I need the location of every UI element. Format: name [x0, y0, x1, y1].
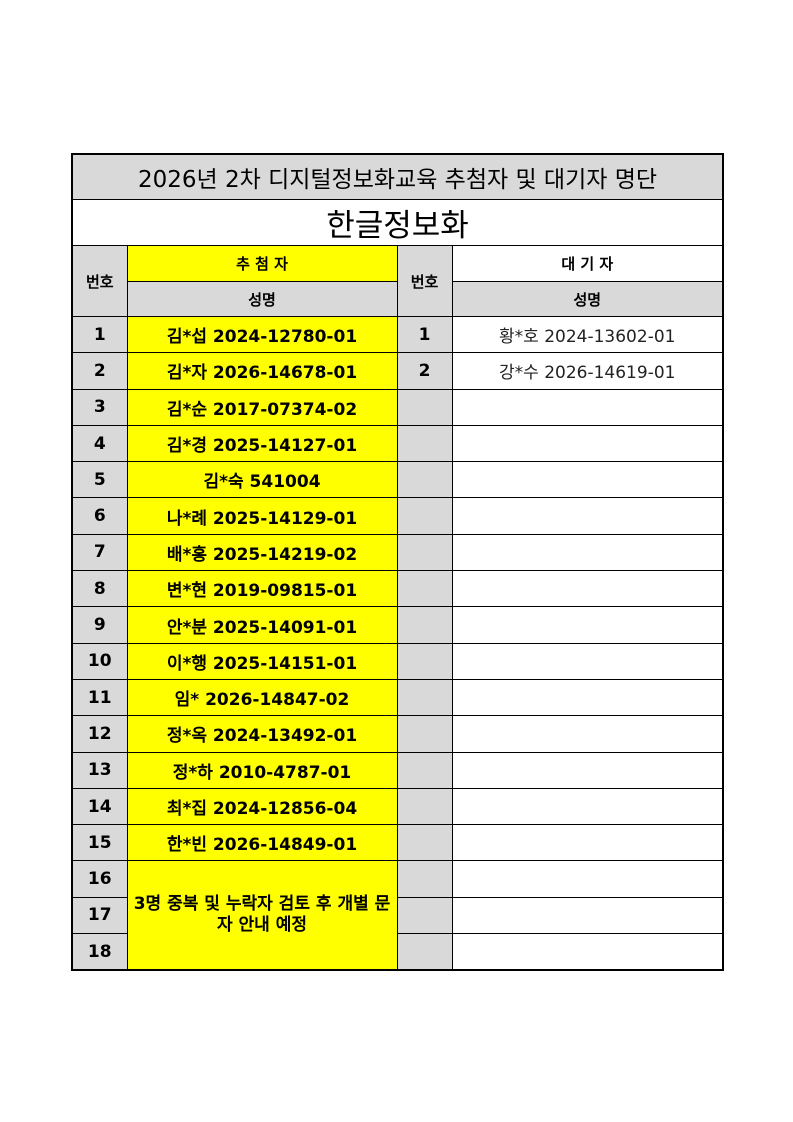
selected-name: 김*경 2025-14127-01	[126, 424, 398, 463]
table-row: 11 임* 2026-14847-02	[71, 678, 724, 717]
selected-number: 15	[71, 824, 128, 862]
waitlist-number	[396, 424, 453, 463]
selected-name: 배*홍 2025-14219-02	[126, 533, 398, 572]
selected-note: 3명 중복 및 누락자 검토 후 개별 문자 안내 예정	[126, 860, 398, 971]
waitlist-number	[396, 860, 453, 898]
table-row: 5 김*숙 541004	[71, 461, 724, 499]
selected-number: 2	[71, 352, 128, 390]
selected-number: 9	[71, 606, 128, 644]
selected-number: 14	[71, 787, 128, 826]
table-row: 10 이*행 2025-14151-01	[71, 642, 724, 680]
table-row: 4 김*경 2025-14127-01	[71, 424, 724, 463]
table-row: 15 한*빈 2026-14849-01	[71, 824, 724, 862]
waitlist-number: 2	[396, 352, 453, 390]
selected-number: 17	[71, 896, 128, 935]
selected-number: 18	[71, 933, 128, 971]
waitlist-number	[396, 715, 453, 753]
course-name: 한글정보화	[71, 199, 724, 246]
waitlist-name: 황*호 2024-13602-01	[451, 315, 724, 354]
waitlist-name	[451, 642, 724, 680]
waitlist-name: 강*수 2026-14619-01	[451, 352, 724, 390]
selected-name: 변*현 2019-09815-01	[126, 570, 398, 608]
selected-number: 7	[71, 533, 128, 572]
header-selected: 추 첨 자	[126, 245, 398, 282]
selected-number: 1	[71, 315, 128, 354]
header-waitlist: 대 기 자	[451, 245, 724, 282]
selected-number: 16	[71, 860, 128, 898]
waitlist-name	[451, 497, 724, 535]
header-number-waitlist: 번호	[396, 245, 453, 317]
waitlist-name	[451, 461, 724, 499]
waitlist-name	[451, 751, 724, 789]
selected-name: 김*자 2026-14678-01	[126, 352, 398, 390]
waitlist-name	[451, 933, 724, 971]
waitlist-number	[396, 606, 453, 644]
table-row: 13 정*하 2010-4787-01	[71, 751, 724, 789]
waitlist-number	[396, 497, 453, 535]
selected-number: 10	[71, 642, 128, 680]
selected-name: 안*분 2025-14091-01	[126, 606, 398, 644]
selected-number: 13	[71, 751, 128, 789]
selected-name: 나*례 2025-14129-01	[126, 497, 398, 535]
table-row: 3 김*순 2017-07374-02	[71, 388, 724, 426]
table-row: 7 배*홍 2025-14219-02	[71, 533, 724, 572]
roster-table: 2026년 2차 디지털정보화교육 추첨자 및 대기자 명단 한글정보화 번호 …	[71, 153, 725, 972]
selected-name: 정*옥 2024-13492-01	[126, 715, 398, 753]
selected-name: 이*행 2025-14151-01	[126, 642, 398, 680]
selected-name: 김*순 2017-07374-02	[126, 388, 398, 426]
selected-number: 12	[71, 715, 128, 753]
waitlist-number	[396, 570, 453, 608]
table-row: 14 최*집 2024-12856-04	[71, 787, 724, 826]
selected-name: 김*섭 2024-12780-01	[126, 315, 398, 354]
waitlist-name	[451, 715, 724, 753]
waitlist-number	[396, 933, 453, 971]
selected-number: 4	[71, 424, 128, 463]
waitlist-number	[396, 751, 453, 789]
selected-name: 임* 2026-14847-02	[126, 678, 398, 717]
selected-name: 김*숙 541004	[126, 461, 398, 499]
waitlist-number	[396, 388, 453, 426]
table-row: 9 안*분 2025-14091-01	[71, 606, 724, 644]
waitlist-name	[451, 570, 724, 608]
table-row: 16 3명 중복 및 누락자 검토 후 개별 문자 안내 예정	[71, 860, 724, 971]
waitlist-name	[451, 533, 724, 572]
selected-number: 5	[71, 461, 128, 499]
selected-number: 8	[71, 570, 128, 608]
waitlist-number: 1	[396, 315, 453, 354]
header-name-waitlist: 성명	[451, 281, 724, 317]
selected-number: 11	[71, 678, 128, 717]
waitlist-name	[451, 678, 724, 717]
waitlist-name	[451, 860, 724, 898]
selected-number: 3	[71, 388, 128, 426]
waitlist-number	[396, 896, 453, 935]
selected-name: 한*빈 2026-14849-01	[126, 824, 398, 862]
selected-name: 정*하 2010-4787-01	[126, 751, 398, 789]
waitlist-name	[451, 388, 724, 426]
header-number: 번호	[71, 245, 128, 317]
table-row: 2 김*자 2026-14678-01 2 강*수 2026-14619-01	[71, 352, 724, 390]
waitlist-number	[396, 824, 453, 862]
header-name-selected: 성명	[126, 281, 398, 317]
selected-name: 최*집 2024-12856-04	[126, 787, 398, 826]
table-row: 8 변*현 2019-09815-01	[71, 570, 724, 608]
selected-number: 6	[71, 497, 128, 535]
table-row: 6 나*례 2025-14129-01	[71, 497, 724, 535]
waitlist-name	[451, 787, 724, 826]
waitlist-name	[451, 606, 724, 644]
table-row: 12 정*옥 2024-13492-01	[71, 715, 724, 753]
table-row: 17	[71, 896, 724, 935]
waitlist-number	[396, 461, 453, 499]
waitlist-name	[451, 896, 724, 935]
document-title: 2026년 2차 디지털정보화교육 추첨자 및 대기자 명단	[71, 153, 724, 200]
waitlist-number	[396, 787, 453, 826]
table-row: 1 김*섭 2024-12780-01 1 황*호 2024-13602-01	[71, 315, 724, 354]
waitlist-name	[451, 424, 724, 463]
table-row: 18	[71, 933, 724, 971]
waitlist-number	[396, 678, 453, 717]
waitlist-name	[451, 824, 724, 862]
waitlist-number	[396, 642, 453, 680]
waitlist-number	[396, 533, 453, 572]
